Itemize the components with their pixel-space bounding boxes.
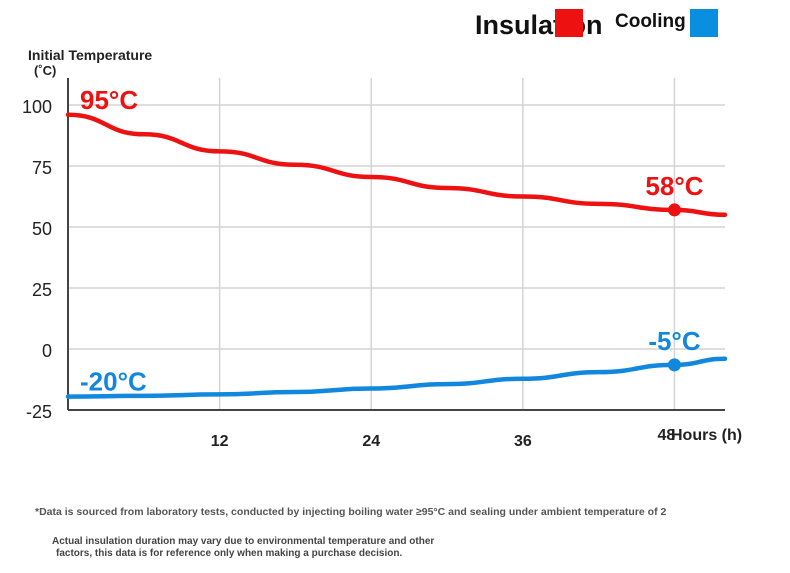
legend-insulation-label: Insulation bbox=[475, 10, 603, 40]
y-tick-label: -25 bbox=[26, 402, 52, 422]
tick-labels: 100 75 50 25 0 -25 12 24 36 48 bbox=[22, 97, 675, 450]
start-value-label: 95°C bbox=[80, 85, 138, 115]
chart: Insulation Cooling Initial Temperature (… bbox=[22, 9, 742, 450]
data-point-marker bbox=[667, 203, 681, 217]
marker-value-label: 58°C bbox=[645, 171, 703, 201]
disclaimer-line-1: Actual insulation duration may vary due … bbox=[52, 536, 435, 547]
data-point-marker bbox=[667, 358, 681, 372]
start-value-label: -20°C bbox=[80, 367, 147, 397]
series-line-insulation bbox=[65, 112, 728, 218]
legend-cooling-label: Cooling bbox=[615, 11, 686, 32]
legend-insulation-swatch bbox=[555, 9, 583, 37]
y-tick-label: 50 bbox=[32, 219, 52, 239]
x-axis-title: Hours (h) bbox=[671, 427, 742, 444]
x-tick-label: 36 bbox=[514, 433, 532, 450]
disclaimer-note: Actual insulation duration may vary due … bbox=[52, 536, 434, 560]
series-line-cooling bbox=[65, 356, 728, 399]
marker-value-label: -5°C bbox=[648, 326, 701, 356]
y-tick-label: 100 bbox=[22, 97, 52, 117]
source-note: *Data is sourced from laboratory tests, … bbox=[35, 506, 667, 518]
x-tick-label: 12 bbox=[211, 433, 229, 450]
grid-lines bbox=[67, 78, 725, 411]
y-tick-label: 75 bbox=[32, 158, 52, 178]
legend-cooling-swatch bbox=[690, 9, 718, 37]
y-tick-label: 25 bbox=[32, 280, 52, 300]
y-axis-title: Initial Temperature bbox=[28, 47, 152, 63]
y-tick-label: 0 bbox=[42, 341, 52, 361]
y-axis-unit: (˚C) bbox=[34, 63, 56, 78]
x-tick-label: 24 bbox=[362, 433, 380, 450]
x-tick-label: 48 bbox=[657, 427, 675, 444]
series-layer: 95°C 58°C -20°C -5°C bbox=[65, 85, 728, 399]
disclaimer-line-2: factors, this data is for reference only… bbox=[56, 548, 403, 559]
